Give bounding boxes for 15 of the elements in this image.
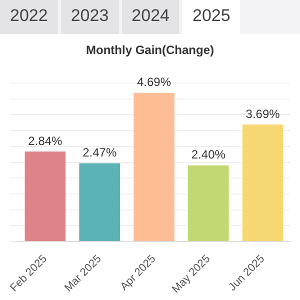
data-label: 3.69% [246, 106, 280, 121]
text: 2022 [0, 0, 58, 34]
data-label: 4.69% [136, 75, 172, 90]
text: 2025 [182, 0, 240, 34]
bar [24, 151, 66, 242]
chart-title: Monthly Gain(Change) [85, 42, 215, 59]
bar [242, 124, 284, 242]
data-label: 2.84% [28, 134, 63, 148]
text: 2023 [60, 0, 119, 34]
bar [79, 163, 120, 242]
bar [188, 165, 229, 242]
data-label: 2.47% [82, 146, 117, 160]
data-label: 2.40% [191, 148, 226, 162]
text: 2024 [122, 0, 180, 34]
bar [134, 92, 174, 242]
